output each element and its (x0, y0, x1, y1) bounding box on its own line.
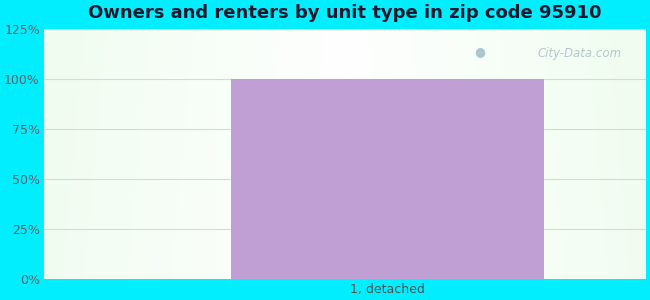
Title: Owners and renters by unit type in zip code 95910: Owners and renters by unit type in zip c… (88, 4, 602, 22)
Text: City-Data.com: City-Data.com (538, 47, 622, 60)
Bar (231, 79, 543, 279)
Text: ●: ● (474, 46, 486, 59)
